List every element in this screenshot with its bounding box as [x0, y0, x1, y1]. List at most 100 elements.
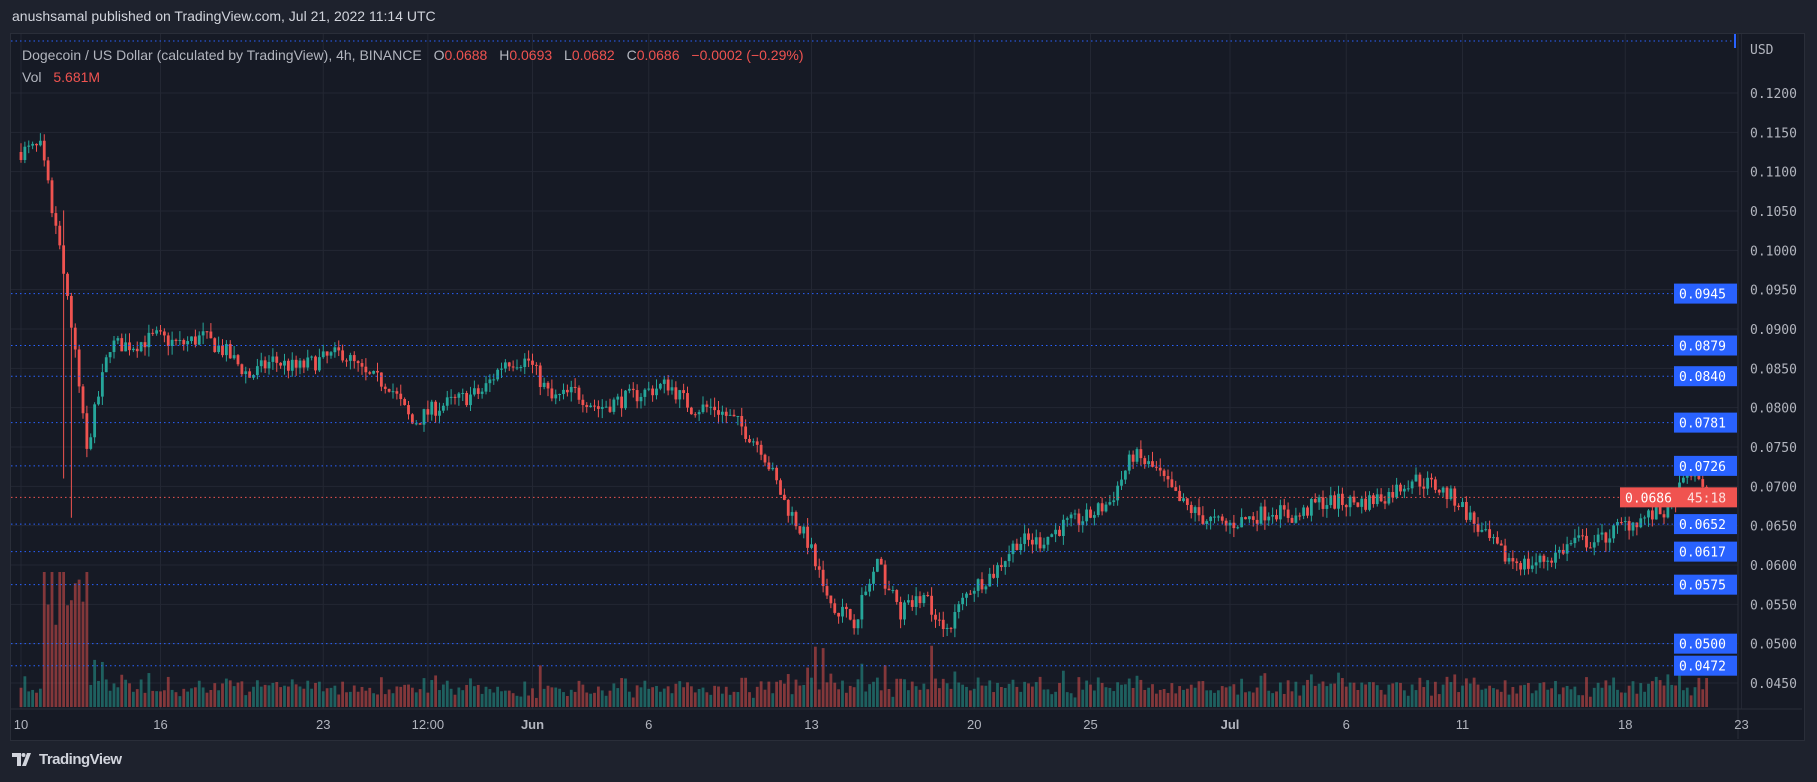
candle-body	[182, 340, 186, 345]
volume-bar	[1635, 693, 1639, 707]
volume-bar	[244, 695, 248, 707]
candle-body	[1449, 488, 1453, 500]
candle-body	[1213, 516, 1216, 518]
volume-value: 5.681M	[53, 69, 101, 85]
candle-body	[937, 619, 941, 621]
volume-bar	[1201, 681, 1205, 707]
candle-body	[666, 379, 670, 391]
candle-body	[895, 590, 899, 602]
volume-bar	[1612, 677, 1616, 707]
volume-bar	[170, 689, 174, 707]
candle-body	[596, 406, 600, 409]
candle-body	[635, 390, 639, 402]
candle-body	[480, 391, 484, 394]
candle-body	[147, 332, 151, 348]
candle-body	[1430, 477, 1433, 480]
candle-body	[872, 571, 875, 584]
symbol-title[interactable]: Dogecoin / US Dollar (calculated by Trad…	[22, 47, 422, 63]
candle-body	[1306, 507, 1309, 516]
volume-bar	[368, 687, 372, 707]
volume-bar	[178, 696, 182, 707]
candle-body	[1534, 562, 1538, 566]
candle-body	[441, 405, 445, 411]
volume-bar	[1395, 682, 1399, 707]
candle-body	[627, 388, 631, 391]
candle-body	[155, 330, 159, 334]
volume-bar	[42, 572, 46, 707]
volume-bar	[1089, 684, 1092, 707]
volume-bar	[965, 686, 968, 707]
candle-body	[856, 619, 860, 629]
candle-body	[868, 583, 872, 592]
candle-body	[321, 351, 325, 358]
volume-bar	[558, 688, 562, 707]
candle-body	[1461, 501, 1464, 507]
volume-bar	[856, 679, 860, 707]
candle-body	[1267, 516, 1271, 521]
volume-bar	[19, 687, 23, 707]
price-tick-label: 0.1150	[1750, 126, 1797, 141]
candle-body	[1402, 488, 1406, 492]
volume-bar	[844, 692, 848, 707]
volume-bar	[686, 682, 689, 707]
candle-body	[298, 360, 302, 368]
volume-bar	[1228, 686, 1232, 707]
volume-bar	[27, 691, 31, 707]
candle-body	[1685, 474, 1689, 478]
volume-bar	[1689, 695, 1693, 707]
volume-bar	[58, 572, 62, 707]
candle-body	[1143, 458, 1147, 465]
time-tick-label: 6	[645, 717, 652, 732]
volume-bar	[484, 686, 488, 707]
candle-body	[1271, 515, 1275, 517]
volume-bar	[54, 624, 58, 707]
volume-bar	[1538, 683, 1542, 707]
volume-bar	[453, 694, 457, 707]
candle-body	[604, 406, 608, 408]
volume-bar	[1526, 682, 1530, 707]
volume-bar	[1585, 677, 1588, 707]
price-tick-label: 0.0600	[1750, 559, 1797, 574]
volume-bar	[81, 601, 85, 707]
level-price-label: 0.0652	[1679, 518, 1726, 533]
volume-bar	[1147, 687, 1151, 707]
volume-bar	[1050, 694, 1054, 707]
volume-bar	[298, 686, 302, 707]
volume-bar	[689, 686, 693, 707]
volume-bar	[794, 679, 798, 707]
volume-bar	[1340, 678, 1344, 707]
candle-body	[174, 339, 178, 341]
volume-bar	[321, 691, 325, 707]
volume-bar	[1058, 682, 1061, 707]
candle-body	[999, 565, 1003, 568]
volume-bar	[709, 694, 713, 707]
candle-body	[1216, 516, 1220, 518]
volume-bar	[329, 687, 333, 707]
candle-body	[1073, 513, 1077, 515]
volume-bar	[1065, 692, 1069, 707]
candle-body	[813, 544, 817, 567]
time-tick-label: Jun	[521, 717, 544, 732]
volume-bar	[66, 605, 69, 707]
candle-body	[837, 612, 841, 617]
level-price-tag	[1674, 514, 1737, 535]
candle-body	[1530, 565, 1534, 569]
candle-body	[779, 480, 782, 495]
volume-bar	[124, 679, 128, 707]
candle-body	[976, 579, 980, 591]
volume-bar	[1240, 678, 1244, 707]
tradingview-logo[interactable]: TradingView	[12, 751, 122, 768]
volume-bar	[23, 676, 27, 707]
volume-bar	[1457, 692, 1461, 707]
time-tick-label: 6	[1343, 717, 1350, 732]
candle-body	[1174, 487, 1178, 491]
candle-body	[1154, 466, 1158, 468]
volume-bar	[1449, 682, 1453, 707]
candle-body	[395, 391, 399, 394]
chart-frame[interactable]	[10, 33, 1805, 741]
time-tick-label: 23	[1734, 717, 1748, 732]
volume-bar	[89, 684, 93, 707]
volume-bar	[1127, 678, 1131, 707]
volume-bar	[562, 692, 565, 707]
